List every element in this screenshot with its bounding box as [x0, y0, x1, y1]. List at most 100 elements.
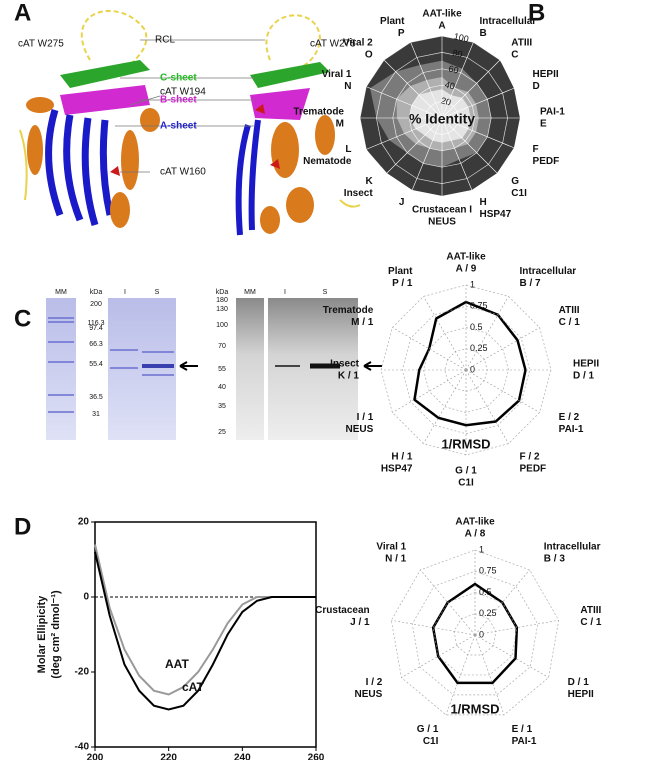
spoke [474, 634, 549, 678]
axis-label: Trematode [293, 107, 344, 118]
axis-label: I / 1 [357, 412, 374, 423]
axis-label: M [336, 119, 344, 130]
structure-label: B-sheet [160, 95, 197, 106]
marker-label: 200 [90, 301, 102, 308]
grid-line [401, 305, 531, 435]
axis-label: N [344, 81, 351, 92]
lane-label: I [124, 289, 126, 296]
axis-label: F / 2 [520, 451, 540, 462]
axis-label: E / 1 [512, 724, 533, 735]
gel [46, 298, 382, 440]
center-label: % Identity [409, 111, 475, 127]
x-tick-label: 220 [160, 753, 177, 760]
spoke [465, 369, 540, 413]
protein-structure [19, 9, 361, 236]
axis-label: Viral 2 [343, 37, 373, 48]
axis-label: Insect [344, 188, 374, 199]
structure-label: cAT W194 [160, 87, 206, 98]
spoke [441, 117, 518, 150]
axis-label: J [399, 197, 405, 208]
y-tick-label: 0 [83, 592, 89, 603]
lane-label: MM [244, 289, 256, 296]
panel-label: C [14, 305, 31, 332]
panel-label: A [14, 0, 31, 26]
axis-label: A [438, 21, 445, 32]
spoke [441, 42, 474, 119]
axis-label: HSP47 [381, 463, 413, 474]
marker-label: 180 [216, 297, 228, 304]
axis-label: K [365, 176, 373, 187]
x-tick-label: 200 [87, 753, 104, 760]
axis-label: PAI-1 [540, 107, 565, 118]
spoke [410, 42, 443, 119]
r-tick-label: 0 [470, 364, 475, 374]
axis-label: ATIII [559, 305, 580, 316]
axis-label: G / 1 [417, 724, 439, 735]
y-tick-label: -40 [75, 742, 90, 753]
marker-label: 70 [218, 343, 226, 350]
axis-label: ATIII [580, 605, 601, 616]
r-tick-label: 60 [448, 64, 460, 76]
lane-label: kDa [90, 289, 103, 296]
axis-label: C1I [511, 188, 527, 199]
lane-label: S [323, 289, 328, 296]
axis-label: HEPII [568, 689, 594, 700]
axis-label: K / 1 [338, 371, 360, 382]
r-tick-label: 20 [440, 95, 452, 107]
spoke [383, 59, 443, 119]
r-tick-label: 0.5 [470, 322, 483, 332]
spoke [441, 117, 501, 177]
axis-label: Viral 1 [376, 542, 406, 553]
spoke [383, 117, 443, 177]
axis-label: Intracellular [480, 16, 537, 27]
axis-label: H / 1 [391, 451, 413, 462]
lane-label: kDa [216, 289, 229, 296]
marker-label: 25 [218, 429, 226, 436]
lane-label: S [155, 289, 160, 296]
axis-label: ATIII [511, 37, 532, 48]
axis-label: Crustacean I [412, 205, 472, 216]
axis-label: PAI-1 [512, 736, 537, 747]
axis-label: Insect [330, 359, 360, 370]
axis-label: AAT-like [422, 9, 462, 20]
axis-label: HEPII [573, 359, 599, 370]
y-tick-label: -20 [75, 667, 90, 678]
radar-area [431, 582, 519, 685]
marker-label: 100 [216, 322, 228, 329]
panel-label: B [528, 0, 545, 26]
r-tick-label: 100 [453, 31, 470, 44]
r-tick-label: 0.25 [479, 608, 497, 618]
axis-label: E [540, 119, 547, 130]
radar-area [413, 300, 527, 427]
axis-label: PAI-1 [559, 424, 584, 435]
axis-label: NEUS [355, 689, 383, 700]
spoke [441, 86, 518, 119]
axis-label: C1I [458, 478, 474, 489]
axis-label: Intracellular [520, 266, 577, 277]
panel-label: D [14, 513, 31, 540]
spoke [392, 369, 467, 413]
structure-label: cAT W275 [310, 39, 356, 50]
structure-label: C-sheet [160, 73, 197, 84]
axis-label: Crustacean [315, 605, 369, 616]
axis-label: Nematode [303, 156, 352, 167]
axis-label: I / 2 [366, 677, 383, 688]
axis-label: AAT-like [446, 252, 486, 263]
r-tick-label: 1 [470, 279, 475, 289]
spoke [441, 117, 474, 194]
axis-label: F [533, 144, 539, 155]
r-tick-label: 0 [479, 629, 484, 639]
lane-label: MM [55, 289, 67, 296]
axis-label: Plant [380, 16, 405, 27]
spoke [366, 86, 443, 119]
axis-label: A / 9 [456, 264, 477, 275]
axis-label: N / 1 [385, 554, 407, 565]
axis-label: O [365, 49, 373, 60]
axis-label: G / 1 [455, 466, 477, 477]
axis-label: AAT-like [455, 517, 495, 528]
axis-label: NEUS [346, 424, 374, 435]
spoke [410, 117, 443, 194]
axis-label: B / 7 [520, 278, 542, 289]
